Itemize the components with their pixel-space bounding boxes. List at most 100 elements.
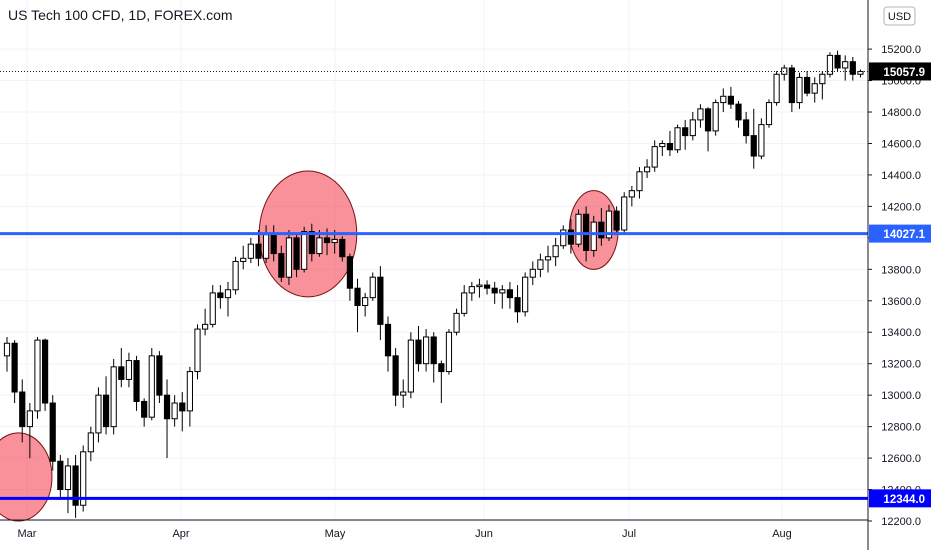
candle-body bbox=[42, 339, 49, 404]
candle bbox=[727, 86, 734, 109]
candle bbox=[811, 77, 818, 103]
candle bbox=[750, 108, 757, 169]
candle bbox=[522, 272, 529, 317]
candle bbox=[240, 245, 247, 270]
candle bbox=[476, 278, 483, 298]
candle bbox=[682, 119, 689, 150]
candle bbox=[461, 285, 468, 317]
candle-body bbox=[301, 231, 308, 270]
candle-body bbox=[293, 237, 300, 270]
candle-body bbox=[407, 339, 414, 393]
candle-body bbox=[316, 237, 323, 255]
candle bbox=[57, 454, 64, 498]
candle-body bbox=[133, 360, 140, 402]
candle bbox=[552, 237, 559, 267]
candle-body bbox=[255, 243, 262, 259]
candle bbox=[567, 218, 574, 254]
candle-body bbox=[354, 287, 361, 306]
candle bbox=[788, 64, 795, 113]
y-tick-label: 13000.0 bbox=[881, 390, 921, 402]
candle-body bbox=[362, 297, 369, 306]
candle-body bbox=[522, 276, 529, 313]
candle bbox=[247, 237, 254, 264]
candle bbox=[423, 329, 430, 372]
candle bbox=[346, 253, 353, 301]
candle-body bbox=[445, 331, 453, 373]
candle-body bbox=[217, 292, 224, 299]
x-tick-label: Mar bbox=[18, 528, 37, 540]
candle-body bbox=[476, 284, 483, 288]
candle-body bbox=[453, 312, 460, 333]
candle bbox=[590, 215, 597, 257]
candle bbox=[842, 55, 849, 81]
candle-body bbox=[438, 363, 445, 373]
candle bbox=[110, 358, 117, 435]
candle-body bbox=[339, 238, 346, 258]
candle-body bbox=[278, 253, 285, 278]
candle-body bbox=[179, 402, 186, 412]
candle-body bbox=[659, 142, 666, 148]
candle bbox=[26, 403, 33, 459]
candle-body bbox=[575, 213, 582, 245]
candle bbox=[537, 253, 544, 278]
candle bbox=[95, 387, 102, 443]
candle-body bbox=[483, 284, 491, 289]
chart-title: US Tech 100 CFD, 1D, FOREX.com bbox=[8, 7, 233, 23]
x-tick-label: May bbox=[325, 528, 346, 540]
candle-body bbox=[743, 119, 750, 137]
candle bbox=[34, 336, 41, 419]
candle bbox=[796, 72, 803, 109]
candle-body bbox=[811, 83, 818, 94]
candle bbox=[224, 281, 232, 317]
candle bbox=[255, 229, 262, 267]
candle bbox=[529, 261, 536, 286]
candle-body bbox=[819, 73, 826, 85]
line-layer bbox=[0, 70, 868, 500]
candle bbox=[3, 336, 11, 372]
candle-body bbox=[537, 259, 544, 270]
candle-body bbox=[102, 394, 110, 428]
candle-body bbox=[651, 146, 658, 168]
candle bbox=[643, 159, 651, 179]
candle-body bbox=[628, 190, 635, 198]
candle bbox=[720, 88, 727, 113]
candle bbox=[430, 332, 437, 383]
candle bbox=[575, 209, 582, 248]
candle-body bbox=[621, 196, 628, 231]
candle-body bbox=[674, 127, 681, 151]
candle-body bbox=[567, 229, 574, 245]
candle-body bbox=[262, 234, 270, 259]
candle-body bbox=[110, 366, 117, 428]
candle-body bbox=[202, 323, 209, 330]
candle-body bbox=[80, 451, 87, 506]
candle-body bbox=[529, 268, 536, 278]
candle-body bbox=[118, 366, 125, 380]
level-price-tag-bg bbox=[869, 224, 931, 243]
candle-body bbox=[3, 342, 11, 357]
candle bbox=[659, 140, 666, 157]
x-tick-label: Apr bbox=[172, 528, 189, 540]
candle bbox=[72, 454, 79, 518]
currency-label: USD bbox=[888, 11, 911, 23]
candle-body bbox=[186, 371, 193, 412]
candle-body bbox=[26, 410, 33, 428]
candle bbox=[445, 329, 453, 375]
level-price-tag-bg bbox=[869, 489, 931, 508]
candle bbox=[651, 140, 658, 172]
candle bbox=[621, 192, 628, 234]
grid-layer bbox=[0, 0, 868, 522]
candle-body bbox=[842, 61, 849, 69]
candle-body bbox=[506, 289, 514, 299]
candle bbox=[765, 99, 773, 128]
y-tick-label: 12200.0 bbox=[881, 516, 921, 528]
zone-layer bbox=[0, 170, 619, 522]
candle-body bbox=[232, 260, 239, 291]
candle bbox=[87, 426, 94, 462]
candle-body bbox=[384, 323, 392, 357]
candle bbox=[19, 379, 26, 443]
candle bbox=[758, 118, 765, 160]
candle-layer bbox=[3, 50, 864, 518]
candle bbox=[133, 355, 140, 411]
candle bbox=[11, 340, 18, 404]
